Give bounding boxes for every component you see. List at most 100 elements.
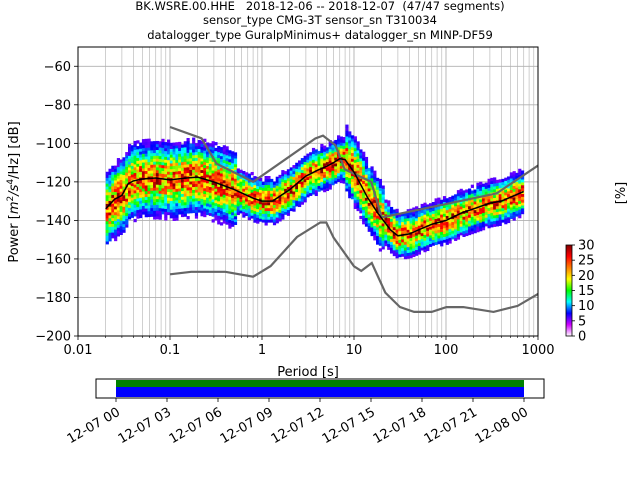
psd-cell (434, 207, 438, 211)
psd-cell (350, 141, 355, 145)
psd-cell (401, 224, 405, 228)
psd-cell (348, 171, 352, 176)
psd-cell (219, 147, 224, 151)
psd-cell (228, 153, 232, 157)
psd-cell (130, 188, 134, 192)
psd-cell (364, 156, 369, 161)
psd-cell (122, 163, 126, 167)
psd-cell (364, 220, 369, 224)
psd-cell (164, 147, 168, 152)
psd-cell (258, 183, 263, 187)
psd-cell (415, 226, 419, 230)
psd-cell (130, 174, 134, 178)
psd-cell (437, 238, 441, 242)
psd-cell (222, 159, 226, 163)
psd-cell (150, 152, 154, 157)
psd-cell (381, 220, 385, 224)
x-axis: 0.01 0.1 1 10 100 1000 (64, 336, 555, 358)
psd-cell (239, 169, 243, 173)
psd-cell (409, 237, 413, 241)
psd-cell (323, 174, 327, 178)
psd-cell (515, 184, 519, 188)
psd-cell (292, 196, 296, 201)
psd-cell (127, 164, 132, 168)
psd-cell (256, 185, 260, 189)
psd-cell (412, 216, 416, 220)
psd-cell (493, 206, 497, 210)
psd-cell (401, 239, 405, 243)
psd-cell (211, 184, 215, 188)
psd-cell (303, 187, 307, 191)
psd-cell (214, 142, 218, 146)
psd-cell (250, 186, 254, 190)
psd-cell (297, 203, 302, 208)
psd-cell (211, 158, 215, 162)
psd-cell (245, 192, 249, 196)
psd-cell (470, 228, 474, 232)
psd-cell (211, 175, 215, 180)
psd-cell (194, 209, 199, 213)
psd-cell (406, 243, 410, 248)
psd-cell (150, 158, 154, 162)
psd-cell (161, 199, 165, 203)
psd-cell (334, 168, 338, 173)
psd-cell (401, 215, 405, 220)
psd-cell (462, 196, 466, 200)
psd-cell (520, 176, 525, 180)
psd-cell (200, 198, 204, 202)
psd-cell (370, 224, 374, 228)
psd-cell (108, 186, 112, 190)
psd-cell (231, 203, 235, 207)
psd-cell (339, 179, 343, 184)
psd-cell (192, 192, 196, 196)
psd-cell (406, 217, 410, 222)
psd-cell (515, 213, 519, 217)
psd-cell (275, 220, 279, 224)
psd-cell (158, 147, 162, 151)
psd-cell (289, 170, 293, 174)
psd-cell (253, 204, 257, 209)
psd-cell (186, 172, 190, 176)
psd-cell (167, 151, 171, 155)
psd-cell (161, 173, 165, 177)
psd-cell (108, 188, 112, 193)
psd-cell (155, 192, 160, 197)
psd-cell (487, 219, 491, 223)
psd-cell (178, 185, 182, 189)
psd-cell (334, 180, 338, 184)
psd-cell (161, 138, 165, 143)
psd-cell (155, 181, 160, 185)
psd-cell (451, 224, 455, 228)
psd-cell (456, 233, 461, 237)
psd-cell (180, 190, 185, 194)
psd-cell (258, 209, 263, 213)
psd-cell (253, 216, 257, 220)
psd-cell (200, 181, 204, 185)
psd-cell (378, 236, 383, 241)
psd-cell (509, 198, 514, 202)
psd-cell (219, 187, 224, 191)
psd-cell (158, 141, 162, 145)
psd-cell (161, 182, 165, 186)
psd-cell (373, 234, 377, 238)
psd-cell (398, 239, 402, 243)
psd-cell (515, 172, 519, 177)
psd-cell (186, 198, 190, 202)
psd-cell (189, 189, 193, 194)
psd-cell (473, 212, 477, 216)
psd-cell (183, 207, 187, 211)
psd-cell (515, 187, 519, 191)
psd-cell (392, 235, 396, 239)
psd-cell (189, 146, 193, 150)
psd-cell (484, 211, 488, 215)
psd-cell (147, 158, 151, 163)
psd-cell (323, 157, 327, 161)
psd-cell (167, 145, 171, 149)
psd-cell (448, 225, 452, 230)
psd-cell (258, 212, 263, 216)
psd-cell (175, 205, 179, 210)
psd-cell (295, 165, 299, 169)
psd-cell (440, 208, 444, 212)
psd-cell (172, 217, 176, 221)
psd-cell (367, 182, 371, 186)
